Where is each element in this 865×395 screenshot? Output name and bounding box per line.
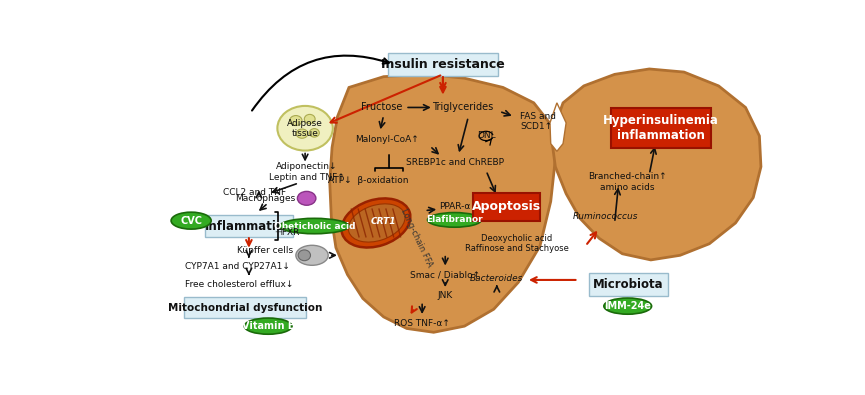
Text: CRT1: CRT1 [371, 217, 396, 226]
Text: Macrophages: Macrophages [234, 194, 295, 203]
Text: Apoptosis: Apoptosis [472, 200, 541, 213]
Text: Hyperinsulinemia
inflammation: Hyperinsulinemia inflammation [603, 114, 719, 142]
Text: Adiponectin↓
Leptin and TNF↑: Adiponectin↓ Leptin and TNF↑ [269, 162, 344, 182]
Text: Deoxycholic acid
Raffinose and Stachyose: Deoxycholic acid Raffinose and Stachyose [465, 234, 569, 254]
Text: CCL2 and TNF: CCL2 and TNF [223, 188, 286, 197]
Polygon shape [550, 103, 566, 151]
Text: Inflammation: Inflammation [205, 220, 293, 233]
Text: ATP↓  β-oxidation: ATP↓ β-oxidation [328, 176, 408, 185]
Ellipse shape [290, 116, 302, 126]
Text: Malonyl-CoA↑: Malonyl-CoA↑ [356, 135, 420, 144]
Ellipse shape [296, 129, 308, 138]
Text: FAS and
SCD1↑: FAS and SCD1↑ [520, 112, 556, 131]
Text: CVC: CVC [180, 216, 202, 226]
FancyBboxPatch shape [184, 297, 306, 318]
Text: Smac / Diablo↑: Smac / Diablo↑ [410, 270, 480, 279]
Text: Mitochondrial dysfunction: Mitochondrial dysfunction [168, 303, 323, 313]
Text: Küpffer cells: Küpffer cells [237, 246, 293, 255]
FancyBboxPatch shape [473, 193, 541, 221]
Text: Insulin resistance: Insulin resistance [381, 58, 505, 71]
Text: Fructose: Fructose [362, 102, 403, 113]
Ellipse shape [298, 192, 316, 205]
Text: PPAR-α: PPAR-α [439, 202, 471, 211]
Ellipse shape [427, 213, 482, 227]
FancyBboxPatch shape [611, 108, 711, 148]
FancyBboxPatch shape [589, 273, 668, 296]
Ellipse shape [298, 250, 311, 261]
Text: SREBP1c and ChREBP: SREBP1c and ChREBP [407, 158, 504, 167]
Text: Ruminococcus: Ruminococcus [573, 212, 638, 221]
Ellipse shape [278, 106, 333, 150]
Text: JNK: JNK [438, 291, 453, 300]
Text: Branched-chain↑
amino acids: Branched-chain↑ amino acids [588, 173, 667, 192]
Ellipse shape [171, 212, 211, 229]
Ellipse shape [349, 204, 405, 242]
Ellipse shape [604, 298, 651, 314]
Text: Bacteroides: Bacteroides [471, 274, 523, 283]
Text: ⊣FXR: ⊣FXR [275, 228, 300, 237]
Text: Elafibranor: Elafibranor [426, 215, 483, 224]
Text: CYP7A1 and CYP27A1↓: CYP7A1 and CYP27A1↓ [185, 261, 290, 271]
Text: Adipose
tissue: Adipose tissue [287, 118, 323, 138]
Text: IMM-24e: IMM-24e [605, 301, 651, 311]
Polygon shape [552, 69, 761, 260]
Ellipse shape [342, 198, 410, 248]
Ellipse shape [279, 218, 349, 234]
Text: Vitamin E: Vitamin E [242, 321, 294, 331]
Polygon shape [330, 74, 555, 332]
Text: Free cholesterol efflux↓: Free cholesterol efflux↓ [185, 280, 294, 289]
Text: Long-chain FFA: Long-chain FFA [400, 208, 434, 269]
Ellipse shape [296, 245, 328, 265]
Text: ROS TNF-α↑: ROS TNF-α↑ [394, 318, 450, 327]
Ellipse shape [244, 318, 292, 334]
Ellipse shape [310, 129, 319, 137]
FancyBboxPatch shape [388, 53, 497, 76]
Text: Triglycerides: Triglycerides [432, 102, 494, 113]
Text: DNL: DNL [477, 132, 496, 141]
Text: Microbiota: Microbiota [593, 278, 663, 291]
Text: Obeticholic acid: Obeticholic acid [273, 222, 356, 231]
Ellipse shape [304, 115, 315, 124]
FancyBboxPatch shape [205, 215, 292, 237]
